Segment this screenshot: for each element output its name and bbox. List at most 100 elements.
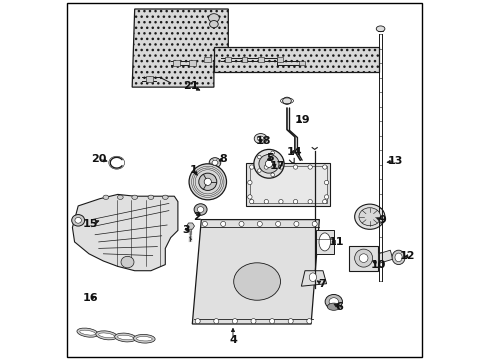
Ellipse shape [148,195,153,199]
Ellipse shape [275,221,280,226]
Text: 18: 18 [255,136,270,146]
Text: 12: 12 [399,251,414,261]
Bar [145,76,152,82]
Ellipse shape [269,319,274,324]
Ellipse shape [293,165,297,169]
Bar [225,57,231,62]
Ellipse shape [326,303,340,310]
Bar [172,60,179,66]
Ellipse shape [208,14,219,22]
Ellipse shape [264,165,268,169]
Text: 8: 8 [219,154,226,164]
Bar [246,163,329,206]
Ellipse shape [209,21,218,28]
Ellipse shape [232,319,237,324]
Ellipse shape [328,298,338,306]
Polygon shape [315,230,333,254]
Text: 1: 1 [189,165,197,175]
Ellipse shape [249,165,253,169]
Polygon shape [72,194,178,271]
Ellipse shape [270,173,274,176]
Ellipse shape [287,319,293,324]
Ellipse shape [293,221,298,226]
Ellipse shape [96,331,117,340]
Ellipse shape [233,263,280,300]
Text: 2: 2 [193,212,201,222]
Ellipse shape [354,249,372,267]
Polygon shape [213,47,379,72]
Bar [188,60,196,66]
Ellipse shape [325,294,342,309]
Ellipse shape [194,204,206,215]
Ellipse shape [278,199,283,204]
Ellipse shape [202,221,207,226]
Text: 10: 10 [370,260,386,270]
Bar [257,57,263,62]
Ellipse shape [115,333,136,342]
Text: 9: 9 [377,215,385,225]
Ellipse shape [213,319,218,324]
Ellipse shape [195,319,200,324]
Ellipse shape [77,328,98,337]
Ellipse shape [80,330,95,335]
Ellipse shape [311,221,317,226]
Text: 6: 6 [334,302,342,312]
Ellipse shape [99,333,114,338]
Bar [276,57,282,62]
Text: 7: 7 [317,279,325,289]
Ellipse shape [270,151,274,155]
Ellipse shape [358,208,380,226]
Ellipse shape [394,253,401,262]
Ellipse shape [257,169,261,172]
Ellipse shape [257,155,261,159]
Ellipse shape [258,154,279,173]
Bar [299,61,305,65]
Polygon shape [132,9,228,87]
Ellipse shape [136,337,152,341]
Text: 5: 5 [266,153,274,163]
Ellipse shape [375,26,384,32]
Ellipse shape [293,199,297,204]
Ellipse shape [75,217,81,223]
Ellipse shape [133,334,155,343]
Ellipse shape [250,319,256,324]
Ellipse shape [279,162,282,166]
Text: 16: 16 [82,293,98,303]
Ellipse shape [278,165,283,169]
Ellipse shape [253,149,284,178]
Ellipse shape [282,97,291,104]
Polygon shape [348,246,378,271]
Ellipse shape [324,195,328,199]
Text: 13: 13 [387,156,403,166]
Ellipse shape [162,195,168,199]
Text: 17: 17 [269,161,285,171]
Polygon shape [301,271,326,286]
Ellipse shape [132,195,137,199]
Ellipse shape [212,160,218,165]
Ellipse shape [359,254,367,262]
Ellipse shape [307,165,312,169]
Ellipse shape [324,180,328,185]
Text: 14: 14 [286,147,302,157]
Ellipse shape [247,195,251,199]
Ellipse shape [257,221,262,226]
Ellipse shape [322,165,326,169]
Ellipse shape [309,273,316,282]
Ellipse shape [197,207,203,212]
Polygon shape [186,223,194,229]
Ellipse shape [103,195,108,199]
Polygon shape [378,250,392,264]
Ellipse shape [209,158,220,168]
Ellipse shape [264,199,268,204]
Ellipse shape [117,195,123,199]
Ellipse shape [121,256,134,268]
Text: 4: 4 [228,335,236,345]
Ellipse shape [391,250,404,265]
Text: 11: 11 [328,237,344,247]
Text: 20: 20 [91,154,106,164]
Ellipse shape [189,164,226,200]
Ellipse shape [247,180,251,185]
Text: 21: 21 [183,81,198,91]
Bar [204,57,211,62]
Ellipse shape [354,204,384,229]
